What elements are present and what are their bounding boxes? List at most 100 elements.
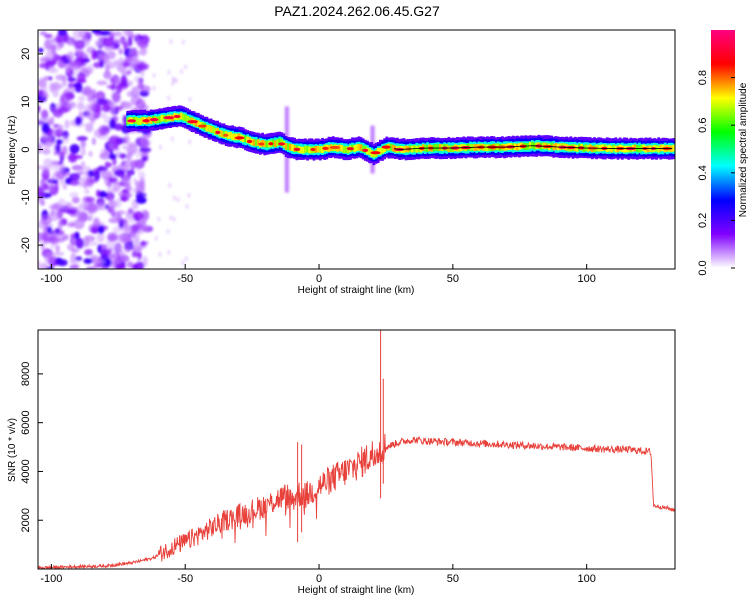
noise-blob (111, 74, 120, 85)
noise-blob (42, 84, 48, 94)
ridge-cell (383, 145, 387, 153)
noise-blob (40, 199, 46, 206)
noise-blob (55, 244, 60, 253)
ridge-cell (284, 142, 288, 150)
ridge-cell (391, 144, 395, 152)
noise-blob (132, 211, 144, 221)
noise-blob (41, 141, 53, 148)
noise-blob (129, 160, 139, 168)
figure-title: PAZ1.2024.262.06.45.G27 (274, 3, 440, 19)
spectrogram-x-tick-label: 0 (316, 273, 322, 285)
ridge-cell (306, 145, 309, 153)
spectrogram-ridge (126, 105, 675, 166)
snr-frame (37, 329, 676, 570)
spectrogram-y-tick-label: 10 (20, 96, 32, 108)
spectrogram-y-tick-label: -10 (20, 189, 32, 205)
ridge-cell (286, 143, 290, 151)
noise-blob (53, 123, 60, 128)
ridge-cell (389, 143, 393, 151)
noise-blob (98, 125, 110, 136)
spectrogram-content (38, 30, 675, 269)
ridge-cell (291, 144, 294, 151)
colorbar-tick-label: 0.2 (697, 213, 709, 228)
noise-blob (114, 105, 124, 111)
noise-blob (42, 183, 49, 191)
ridge-cell (316, 145, 320, 153)
ridge-cell (220, 130, 224, 138)
noise-blob (135, 98, 146, 110)
noise-blob (85, 122, 94, 133)
noise-blob (98, 30, 111, 36)
noise-blob (172, 77, 176, 83)
noise-blob (69, 143, 80, 154)
noise-blob (42, 147, 51, 155)
noise-blob (38, 232, 43, 243)
noise-blob (42, 166, 51, 174)
ridge-peak (268, 142, 274, 146)
noise-blob (99, 152, 111, 160)
noise-blob (131, 251, 138, 258)
noise-blob (123, 30, 130, 36)
noise-blob (76, 176, 87, 187)
noise-blob (139, 177, 145, 186)
colorbar-tick-label: 0.4 (697, 165, 709, 180)
noise-blob (86, 266, 97, 269)
noise-blob (66, 222, 76, 227)
noise-blob (185, 203, 189, 209)
ridge-cell (308, 146, 312, 154)
noise-blob (88, 150, 93, 157)
colorbar-tick-label: 0.8 (697, 70, 709, 85)
noise-blob (139, 48, 147, 56)
noise-blob (108, 153, 117, 160)
noise-blob (40, 262, 49, 269)
noise-blob (142, 256, 148, 267)
ridge-cell (214, 128, 217, 135)
snr-x-tick-label: 50 (447, 573, 459, 585)
noise-blob (154, 235, 158, 241)
ridge-cell (304, 145, 307, 153)
noise-blob (43, 75, 50, 81)
noise-blob (91, 137, 97, 146)
ridge-cell (610, 145, 613, 153)
noise-blob (61, 136, 70, 144)
noise-blob (106, 232, 118, 242)
ridge-cell (184, 114, 187, 122)
noise-blob (127, 36, 133, 47)
noise-blob (139, 147, 152, 153)
noise-blob (125, 156, 132, 168)
noise-blob (108, 199, 114, 207)
noise-blob (42, 233, 48, 243)
noise-blob (80, 147, 86, 156)
noise-blob (107, 207, 114, 214)
noise-blob (140, 240, 147, 247)
ridge-cell (314, 146, 318, 153)
noise-blob (69, 265, 75, 269)
ridge-cell (263, 140, 267, 148)
noise-blob (131, 263, 138, 269)
noise-blob (62, 172, 72, 177)
ridge-cell (340, 144, 344, 152)
ridge-cell (640, 144, 643, 152)
noise-blob (152, 72, 156, 78)
noise-blob (55, 139, 64, 145)
noise-blob (128, 217, 136, 224)
ridge-cell (434, 144, 438, 151)
ridge-peak (163, 116, 175, 120)
noise-blob (109, 135, 121, 144)
ridge-cell (355, 144, 359, 152)
noise-blob (38, 190, 45, 198)
noise-blob (80, 138, 86, 149)
noise-blob (54, 41, 63, 51)
noise-blob (108, 177, 118, 183)
snr-y-tick-label: 4000 (20, 459, 32, 483)
noise-blob (113, 31, 122, 37)
noise-blob (84, 249, 93, 256)
noise-blob (114, 264, 123, 269)
noise-blob (74, 83, 83, 93)
colorbar-bar (711, 30, 735, 268)
ridge-peak (215, 130, 221, 135)
noise-blob (123, 78, 128, 84)
ridge-cell (274, 140, 277, 148)
ridge-cell (344, 146, 348, 153)
